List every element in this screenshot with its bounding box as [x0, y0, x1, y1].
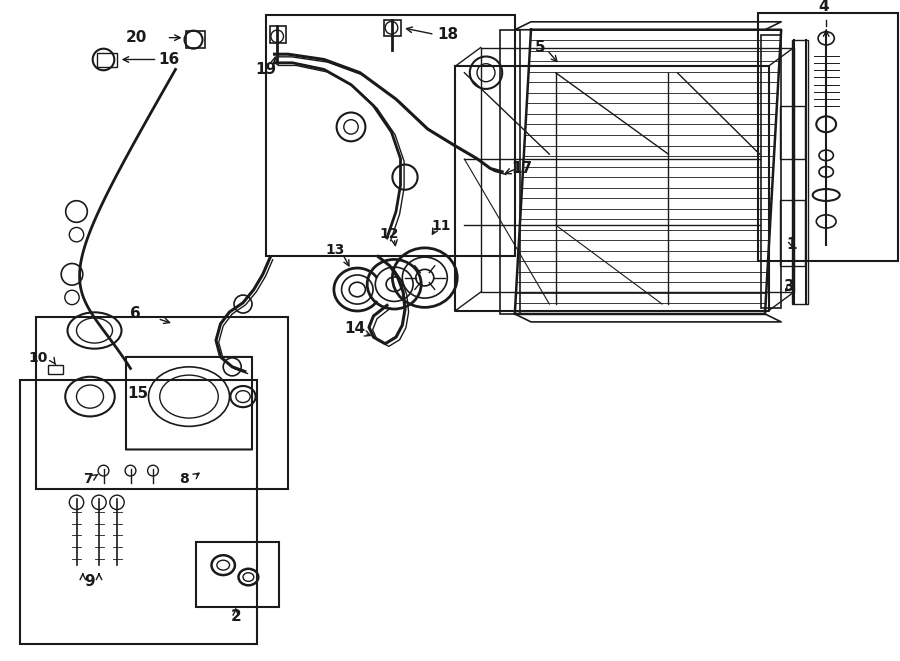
Text: 2: 2 — [230, 609, 241, 623]
Text: 17: 17 — [511, 161, 533, 176]
Text: 13: 13 — [325, 243, 345, 257]
Text: 12: 12 — [379, 227, 399, 241]
Text: 15: 15 — [127, 386, 148, 401]
Text: 20: 20 — [126, 30, 148, 45]
Text: 16: 16 — [158, 52, 180, 67]
Text: 18: 18 — [437, 27, 459, 42]
Text: 10: 10 — [28, 351, 48, 366]
Bar — [384, 20, 400, 36]
Bar — [780, 106, 805, 159]
Text: 19: 19 — [255, 62, 276, 77]
Bar — [780, 200, 805, 266]
Text: 8: 8 — [180, 472, 189, 486]
Text: 6: 6 — [130, 307, 140, 321]
Bar — [36, 317, 288, 489]
Bar — [270, 26, 286, 43]
Text: 11: 11 — [431, 219, 451, 233]
Text: 14: 14 — [344, 321, 365, 336]
Bar — [97, 53, 117, 67]
Text: 7: 7 — [84, 472, 93, 486]
Bar — [196, 542, 279, 607]
Bar — [758, 13, 898, 261]
Bar — [48, 365, 63, 374]
Bar — [760, 35, 781, 308]
Bar — [20, 380, 256, 644]
Bar — [266, 15, 515, 256]
Text: 5: 5 — [535, 40, 545, 55]
Text: 3: 3 — [784, 280, 795, 294]
Text: 4: 4 — [818, 0, 829, 14]
Text: 1: 1 — [787, 237, 797, 252]
Text: 9: 9 — [85, 574, 95, 589]
Bar — [792, 40, 808, 304]
Bar — [186, 31, 205, 48]
Bar — [500, 30, 520, 314]
